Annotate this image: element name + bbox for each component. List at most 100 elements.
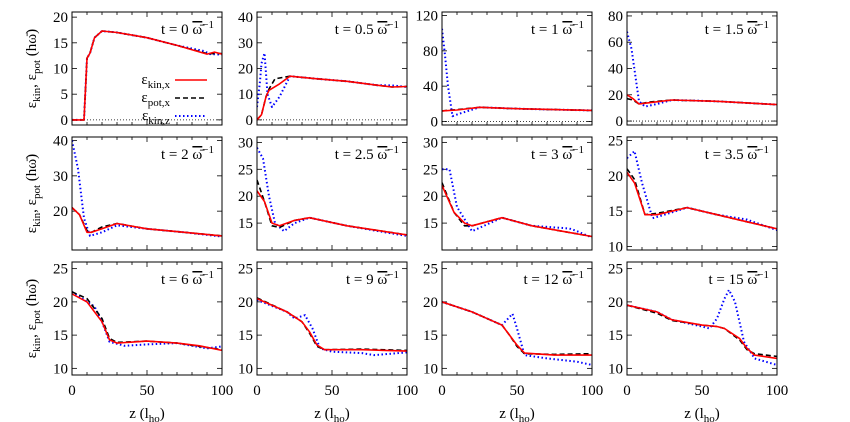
x-label-base: z (l xyxy=(684,406,704,422)
series-kin-z xyxy=(442,300,592,366)
panel-title-exponent: −1 xyxy=(202,144,214,156)
y-label-sub2: pot xyxy=(31,310,43,324)
series-kin-x xyxy=(257,75,407,121)
x-label-base: z (l xyxy=(499,406,519,422)
panel-title-time: t = 2 xyxy=(161,147,192,163)
x-label-close: ) xyxy=(530,406,535,422)
panel-title-unit: ω̄ xyxy=(192,147,205,163)
panel-title-exponent: −1 xyxy=(572,269,584,281)
y-tick-label: 40 xyxy=(608,62,623,78)
x-label-sub: ho xyxy=(519,413,531,422)
y-tick-label: 25 xyxy=(608,262,623,278)
y-tick-label: 10 xyxy=(238,87,253,103)
y-tick-label: 25 xyxy=(238,262,253,278)
x-tick-label: 0 xyxy=(253,383,261,399)
panel-title-time: t = 0.5 xyxy=(335,22,378,38)
y-tick-label: 80 xyxy=(423,44,438,60)
subplot-9: 10 15 20 25 t = 6 ω̄−1 0 50 100 z (lho) εkin, εpo… xyxy=(24,261,233,422)
plot-frame xyxy=(441,136,593,251)
plot-frame xyxy=(441,261,593,376)
y-tick-label: 20 xyxy=(608,88,623,104)
plot-frame xyxy=(71,261,223,376)
y-axis-label: εkin, εpot (hω̄) xyxy=(24,29,43,108)
series-kin-x xyxy=(442,185,592,238)
panel-title-unit: ω̄ xyxy=(747,272,760,288)
y-tick-label: 25 xyxy=(608,134,623,150)
y-tick-label: 20 xyxy=(53,295,68,311)
panel-title: t = 15 ω̄−1 xyxy=(709,269,769,288)
series-kin-x xyxy=(72,30,222,121)
y-tick-label: 40 xyxy=(423,79,438,95)
y-label-sub2: pot xyxy=(31,60,43,74)
y-tick-label: 10 xyxy=(53,62,68,78)
x-axis-label: z (lho) xyxy=(129,406,165,422)
panel-title-time: t = 1.5 xyxy=(705,22,748,38)
plot-frame xyxy=(256,261,408,376)
plot-frame xyxy=(71,136,223,251)
panel-title-time: t = 12 xyxy=(524,272,563,288)
y-label-eps2: , ε xyxy=(24,74,40,88)
series-kin-z xyxy=(72,291,222,350)
y-tick-label: 15 xyxy=(608,204,623,220)
x-tick-label: 100 xyxy=(396,383,419,399)
legend-label: εkin,x xyxy=(141,72,170,91)
panel-title-exponent: −1 xyxy=(202,269,214,281)
panel-title-exponent: −1 xyxy=(387,144,399,156)
plot-frame xyxy=(71,11,223,126)
plot-frame xyxy=(256,11,408,126)
y-tick-label: 120 xyxy=(416,9,439,25)
panel-title: t = 3.5 ω̄−1 xyxy=(705,144,769,163)
y-tick-label: 40 xyxy=(238,10,253,26)
plot-frame xyxy=(626,136,778,251)
panel-title-time: t = 6 xyxy=(161,272,192,288)
y-tick-label: 20 xyxy=(238,62,253,78)
plot-frame xyxy=(626,261,778,376)
x-tick-label: 50 xyxy=(510,383,525,399)
subplot-11: 10 15 20 25 t = 12 ω̄−1 0 50 100 z (lho) xyxy=(423,261,603,422)
plot-frame xyxy=(626,11,778,126)
legend-label: εpot,x xyxy=(141,90,170,109)
panel-title-unit: ω̄ xyxy=(747,22,760,38)
series-kin-x xyxy=(627,171,777,230)
series-kin-x xyxy=(257,297,407,352)
y-tick-label: 15 xyxy=(238,328,253,344)
y-tick-label: 60 xyxy=(608,35,623,51)
y-tick-label: 30 xyxy=(53,169,68,185)
y-axis-label: εkin, εpot (hω̄) xyxy=(24,154,43,233)
legend-label-base: ε xyxy=(141,72,147,88)
panel-title-unit: ω̄ xyxy=(377,147,390,163)
panel-title-exponent: −1 xyxy=(757,269,769,281)
panel-title: t = 3 ω̄−1 xyxy=(531,144,584,163)
y-tick-label: 0 xyxy=(246,113,254,129)
y-tick-label: 30 xyxy=(238,36,253,52)
y-label-unit: (hω̄) xyxy=(24,279,40,310)
y-tick-label: 80 xyxy=(608,9,623,25)
y-tick-label: 10 xyxy=(608,361,623,377)
y-tick-label: 20 xyxy=(53,204,68,220)
x-tick-label: 0 xyxy=(438,383,446,399)
y-tick-label: 10 xyxy=(608,239,623,255)
y-tick-label: 40 xyxy=(53,134,68,150)
y-tick-label: 20 xyxy=(53,10,68,26)
y-label-eps1: ε xyxy=(24,352,40,358)
series-kin-x xyxy=(627,94,777,106)
y-label-unit: (hω̄) xyxy=(24,29,40,60)
y-tick-label: 20 xyxy=(608,169,623,185)
panel-title-unit: ω̄ xyxy=(562,272,575,288)
panel-title-unit: ω̄ xyxy=(747,147,760,163)
y-tick-label: 10 xyxy=(423,361,438,377)
subplot-4: 0 20 40 60 80 t = 1.5 ω̄−1 xyxy=(608,9,778,130)
subplot-10: 10 15 20 25 t = 9 ω̄−1 0 50 100 z (lho) xyxy=(238,261,419,422)
x-label-close: ) xyxy=(715,406,720,422)
x-label-sub: ho xyxy=(704,413,716,422)
panel-title-exponent: −1 xyxy=(757,144,769,156)
y-tick-label: 20 xyxy=(608,295,623,311)
x-tick-label: 50 xyxy=(140,383,155,399)
panel-title: t = 2 ω̄−1 xyxy=(161,144,214,163)
y-tick-label: 25 xyxy=(238,162,253,178)
panel-title-exponent: −1 xyxy=(757,19,769,31)
y-label-eps2: , ε xyxy=(24,324,40,338)
y-label-sub1: kin xyxy=(31,337,43,352)
